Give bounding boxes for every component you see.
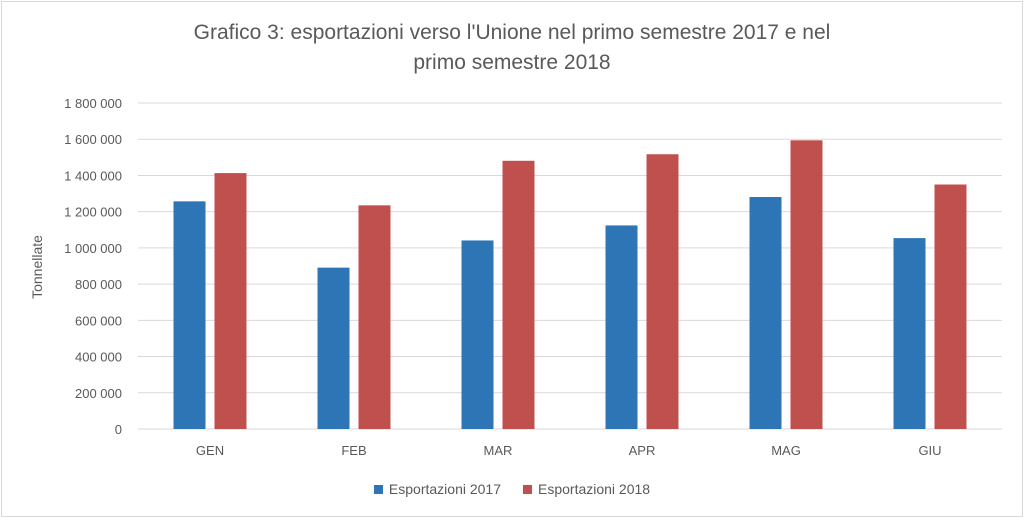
x-tick-label: APR [629, 443, 656, 458]
bar-feb-2017 [317, 267, 350, 429]
x-tick-label: MAR [484, 443, 513, 458]
legend-item-2018: Esportazioni 2018 [523, 481, 650, 497]
bar-gen-2018 [214, 173, 247, 429]
bar-apr-2017 [605, 225, 638, 429]
x-tick-label: FEB [341, 443, 366, 458]
x-tick-label: MAG [771, 443, 801, 458]
bar-mag-2017 [749, 196, 782, 429]
bar-gen-2017 [173, 201, 206, 429]
x-tick-label: GIU [918, 443, 941, 458]
y-tick-label: 0 [115, 422, 122, 437]
legend-label-2018: Esportazioni 2018 [538, 481, 651, 497]
legend-label-2017: Esportazioni 2017 [388, 481, 501, 497]
y-tick-label: 800 000 [75, 277, 122, 292]
y-axis-label: Tonnellate [29, 235, 45, 299]
y-tick-label: 400 000 [75, 350, 122, 365]
bar-mar-2018 [502, 160, 535, 429]
y-tick-label: 1 600 000 [64, 132, 122, 147]
bar-mar-2017 [461, 240, 494, 429]
bar-giu-2017 [893, 238, 926, 429]
y-tick-label: 200 000 [75, 386, 122, 401]
chart-title-line-2: primo semestre 2018 [413, 51, 611, 74]
chart-title: Grafico 3: esportazioni verso l'Unione n… [0, 18, 1024, 78]
y-tick-label: 1 400 000 [64, 168, 122, 183]
y-tick-label: 1 000 000 [64, 241, 122, 256]
y-tick-label: 1 800 000 [64, 96, 122, 111]
y-tick-label: 1 200 000 [64, 205, 122, 220]
y-tick-label: 600 000 [75, 313, 122, 328]
legend-swatch-2018 [523, 484, 532, 494]
legend-item-2017: Esportazioni 2017 [373, 481, 501, 497]
bar-apr-2018 [646, 154, 679, 429]
bar-mag-2018 [790, 140, 823, 429]
x-tick-label: GEN [196, 443, 224, 458]
legend-swatch-2017 [373, 484, 383, 494]
bar-giu-2018 [934, 184, 967, 429]
bar-feb-2018 [358, 205, 391, 429]
legend: Esportazioni 2017 Esportazioni 2018 [0, 481, 1024, 497]
chart-title-line-1: Grafico 3: esportazioni verso l'Unione n… [193, 21, 831, 44]
